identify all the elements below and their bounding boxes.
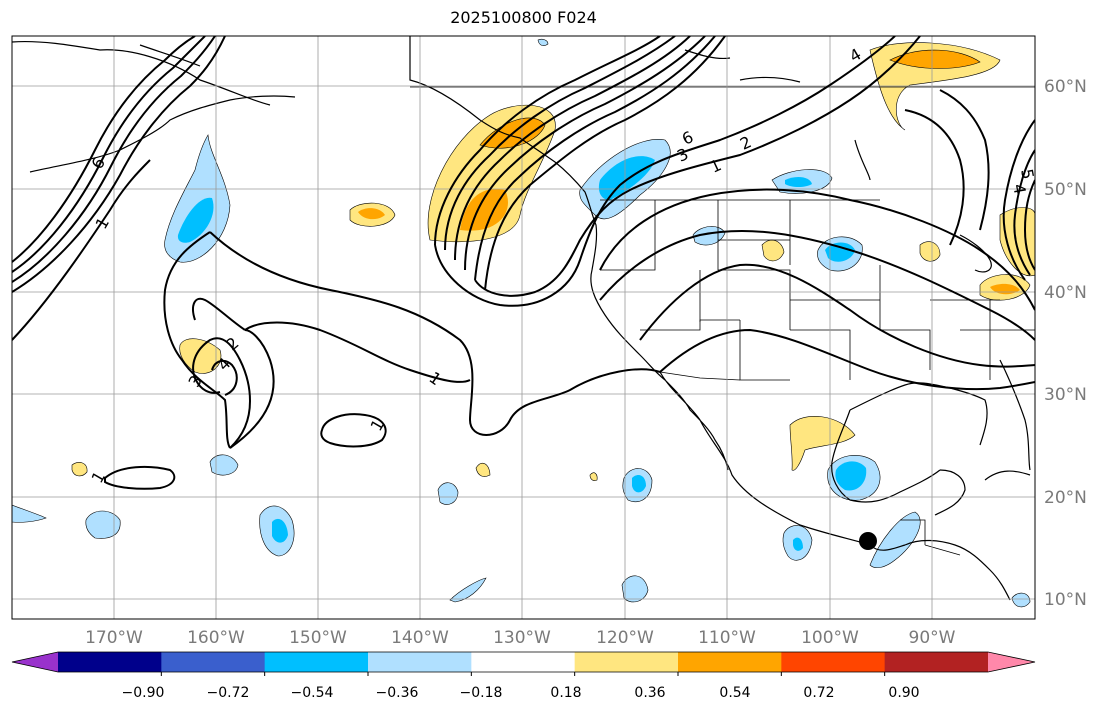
lat-label: 10°N	[1044, 590, 1087, 610]
colorbar-segment	[884, 652, 989, 672]
lat-label: 60°N	[1044, 77, 1087, 97]
lon-label: 90°W	[909, 628, 956, 648]
colorbar-segment	[471, 652, 576, 672]
colorbar-tick-label: −0.36	[376, 685, 419, 701]
colorbar-tick-label: −0.18	[460, 685, 503, 701]
lat-label: 30°N	[1044, 385, 1087, 405]
colorbar-tick-label: −0.90	[122, 685, 165, 701]
colorbar-tick-label: 0.54	[719, 685, 750, 701]
lon-label: 100°W	[801, 628, 859, 648]
colorbar-segment	[678, 652, 782, 672]
colorbar-segment	[58, 652, 162, 672]
latitude-labels: 60°N 50°N 40°N 30°N 20°N 10°N	[1044, 77, 1087, 610]
colorbar-tick-labels: −0.90 −0.72 −0.54 −0.36 −0.18 0.18 0.36 …	[122, 685, 920, 701]
colorbar-tick-label: 0.90	[888, 685, 919, 701]
contour-label: 4	[1009, 182, 1029, 195]
lon-label: 110°W	[698, 628, 756, 648]
lon-label: 150°W	[289, 628, 347, 648]
colorbar-extend-low	[12, 652, 58, 672]
lon-label: 170°W	[85, 628, 143, 648]
colorbar-extend-high	[988, 652, 1035, 672]
contour-lines	[12, 36, 1035, 490]
colorbar-outline	[11, 651, 1036, 673]
storm-center-marker	[859, 532, 877, 550]
lon-label: 160°W	[187, 628, 245, 648]
colorbar-segment	[161, 652, 266, 672]
contour-label: 5	[1017, 167, 1037, 180]
lat-label: 20°N	[1044, 488, 1087, 508]
colorbar-segment	[264, 652, 369, 672]
map-border	[11, 35, 1036, 620]
colorbar-tick-label: 0.36	[634, 685, 665, 701]
colorbar	[11, 651, 1036, 676]
lat-label: 50°N	[1044, 180, 1087, 200]
lon-label: 130°W	[493, 628, 551, 648]
negative-anomaly-shading	[12, 38, 1031, 608]
lon-label: 120°W	[596, 628, 654, 648]
colorbar-tick-label: −0.72	[207, 685, 250, 701]
colorbar-tick-label: −0.54	[291, 685, 334, 701]
map-title: 2025100800 F024	[450, 8, 597, 27]
colorbar-tick-label: 0.72	[803, 685, 834, 701]
colorbar-segment	[781, 652, 886, 672]
lon-label: 140°W	[391, 628, 449, 648]
colorbar-tick-label: 0.18	[550, 685, 581, 701]
colorbar-segment	[368, 652, 472, 672]
graticule	[12, 36, 1035, 619]
longitude-labels: 170°W 160°W 150°W 140°W 130°W 120°W 110°…	[85, 628, 956, 648]
lat-label: 40°N	[1044, 283, 1087, 303]
colorbar-segment	[574, 652, 679, 672]
